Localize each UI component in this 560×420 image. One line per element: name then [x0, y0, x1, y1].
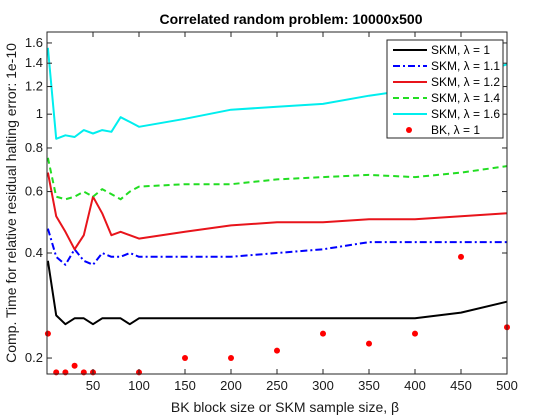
tick-layer: 50 100 150 200 250 300 350 400 450 500 0.2 0.4 0.6 0.… — [25, 32, 518, 393]
x-tick-label: 400 — [404, 378, 426, 393]
y-tick-label: 0.2 — [25, 350, 43, 365]
x-tick-label: 150 — [174, 378, 196, 393]
y-axis-label: Comp. Time for relative residual halting… — [3, 43, 19, 363]
x-tick-label: 450 — [450, 378, 472, 393]
x-tick-label: 500 — [496, 378, 518, 393]
bk-data-point — [274, 347, 280, 354]
x-tick-label: 200 — [220, 378, 242, 393]
x-tick-label: 50 — [86, 378, 100, 393]
bk-data-point — [228, 355, 234, 362]
x-axis-label: BK block size or SKM sample size, β — [171, 399, 399, 415]
x-tick-label: 250 — [266, 378, 288, 393]
x-tick-label: 300 — [312, 378, 334, 393]
series-line-4 — [46, 157, 508, 201]
bk-data-point — [366, 340, 372, 347]
legend-label: SKM, λ = 1.4 — [431, 91, 500, 105]
legend-marker — [406, 127, 412, 133]
legend: SKM, λ = 1 SKM, λ = 1.1 SKM, λ = 1.2 SKM, λ… — [386, 39, 504, 139]
x-tick-label: 350 — [358, 378, 380, 393]
legend-label: SKM, λ = 1.6 — [431, 107, 500, 121]
legend-label: SKM, λ = 1 — [431, 43, 490, 57]
bk-data-point — [320, 330, 326, 337]
legend-label: BK, λ = 1 — [431, 123, 480, 137]
bk-data-point — [71, 362, 78, 369]
y-tick-label: 1.2 — [25, 79, 43, 94]
y-tick-label: 0.6 — [25, 184, 43, 199]
legend-label: SKM, λ = 1.1 — [431, 59, 500, 73]
series-line-1 — [46, 260, 508, 326]
y-tick-label: 1.4 — [25, 55, 43, 70]
series-line-5 — [46, 47, 508, 140]
legend-box — [386, 39, 504, 139]
bk-data-point — [412, 330, 418, 337]
chart-title: Correlated random problem: 10000x500 — [160, 11, 423, 27]
y-tick-label: 1.6 — [25, 35, 43, 50]
y-tick-label: 0.4 — [25, 245, 43, 260]
bk-data-point — [458, 253, 464, 260]
y-tick-label: 1 — [36, 106, 43, 121]
legend-label: SKM, λ = 1.2 — [431, 75, 500, 89]
series-line-3 — [46, 172, 508, 251]
bk-data-point — [44, 330, 51, 337]
bk-data-point — [182, 355, 188, 362]
x-tick-label: 100 — [128, 378, 150, 393]
y-tick-label: 0.8 — [25, 140, 43, 155]
